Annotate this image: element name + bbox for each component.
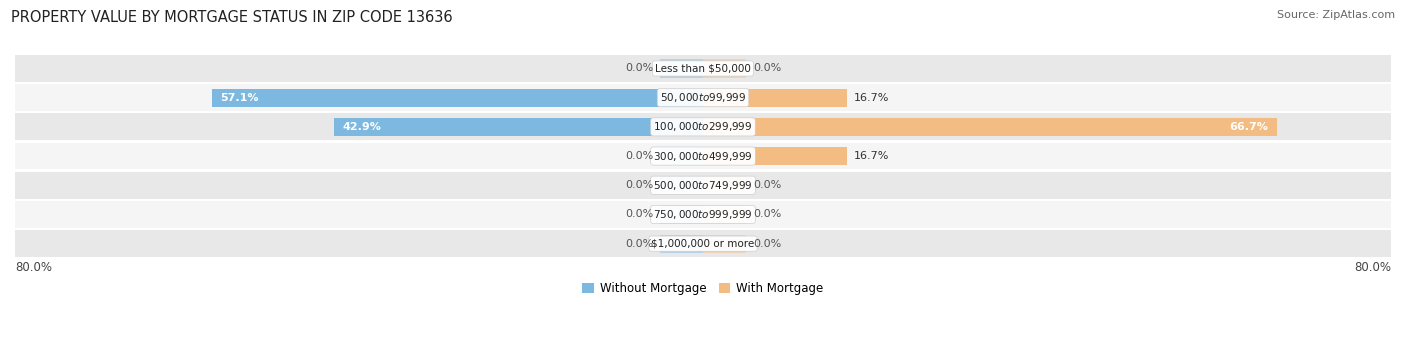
Text: 80.0%: 80.0% xyxy=(15,261,52,274)
Bar xyxy=(15,84,1391,111)
Text: 0.0%: 0.0% xyxy=(624,239,654,249)
Bar xyxy=(659,147,703,165)
Bar xyxy=(15,230,1391,257)
Bar xyxy=(15,114,1391,140)
Text: PROPERTY VALUE BY MORTGAGE STATUS IN ZIP CODE 13636: PROPERTY VALUE BY MORTGAGE STATUS IN ZIP… xyxy=(11,10,453,25)
Bar xyxy=(659,59,703,78)
Bar xyxy=(703,59,747,78)
Bar xyxy=(15,172,1391,199)
Legend: Without Mortgage, With Mortgage: Without Mortgage, With Mortgage xyxy=(578,277,828,300)
Text: 0.0%: 0.0% xyxy=(624,180,654,190)
Bar xyxy=(15,142,1391,169)
Text: $1,000,000 or more: $1,000,000 or more xyxy=(651,239,755,249)
Text: 0.0%: 0.0% xyxy=(752,180,782,190)
Text: $100,000 to $299,999: $100,000 to $299,999 xyxy=(654,120,752,133)
Text: 16.7%: 16.7% xyxy=(853,151,889,161)
Bar xyxy=(659,235,703,253)
Text: Less than $50,000: Less than $50,000 xyxy=(655,64,751,73)
Text: $50,000 to $99,999: $50,000 to $99,999 xyxy=(659,91,747,104)
Text: $500,000 to $749,999: $500,000 to $749,999 xyxy=(654,179,752,192)
Text: 0.0%: 0.0% xyxy=(752,64,782,73)
Text: 0.0%: 0.0% xyxy=(752,239,782,249)
Text: Source: ZipAtlas.com: Source: ZipAtlas.com xyxy=(1277,10,1395,20)
Bar xyxy=(703,205,747,223)
Bar xyxy=(212,89,703,107)
Bar xyxy=(703,89,846,107)
Bar xyxy=(335,118,703,136)
Text: 0.0%: 0.0% xyxy=(752,209,782,219)
Bar xyxy=(703,118,1277,136)
Bar xyxy=(659,176,703,194)
Text: 0.0%: 0.0% xyxy=(624,151,654,161)
Bar xyxy=(703,235,747,253)
Text: 42.9%: 42.9% xyxy=(343,122,381,132)
Text: 0.0%: 0.0% xyxy=(624,209,654,219)
Text: $750,000 to $999,999: $750,000 to $999,999 xyxy=(654,208,752,221)
Text: 16.7%: 16.7% xyxy=(853,93,889,103)
Text: 0.0%: 0.0% xyxy=(624,64,654,73)
Bar xyxy=(659,205,703,223)
Bar xyxy=(15,55,1391,82)
Text: $300,000 to $499,999: $300,000 to $499,999 xyxy=(654,150,752,163)
Text: 57.1%: 57.1% xyxy=(221,93,259,103)
Text: 80.0%: 80.0% xyxy=(1354,261,1391,274)
Bar xyxy=(703,176,747,194)
Text: 66.7%: 66.7% xyxy=(1229,122,1268,132)
Bar xyxy=(703,147,846,165)
Bar xyxy=(15,201,1391,228)
